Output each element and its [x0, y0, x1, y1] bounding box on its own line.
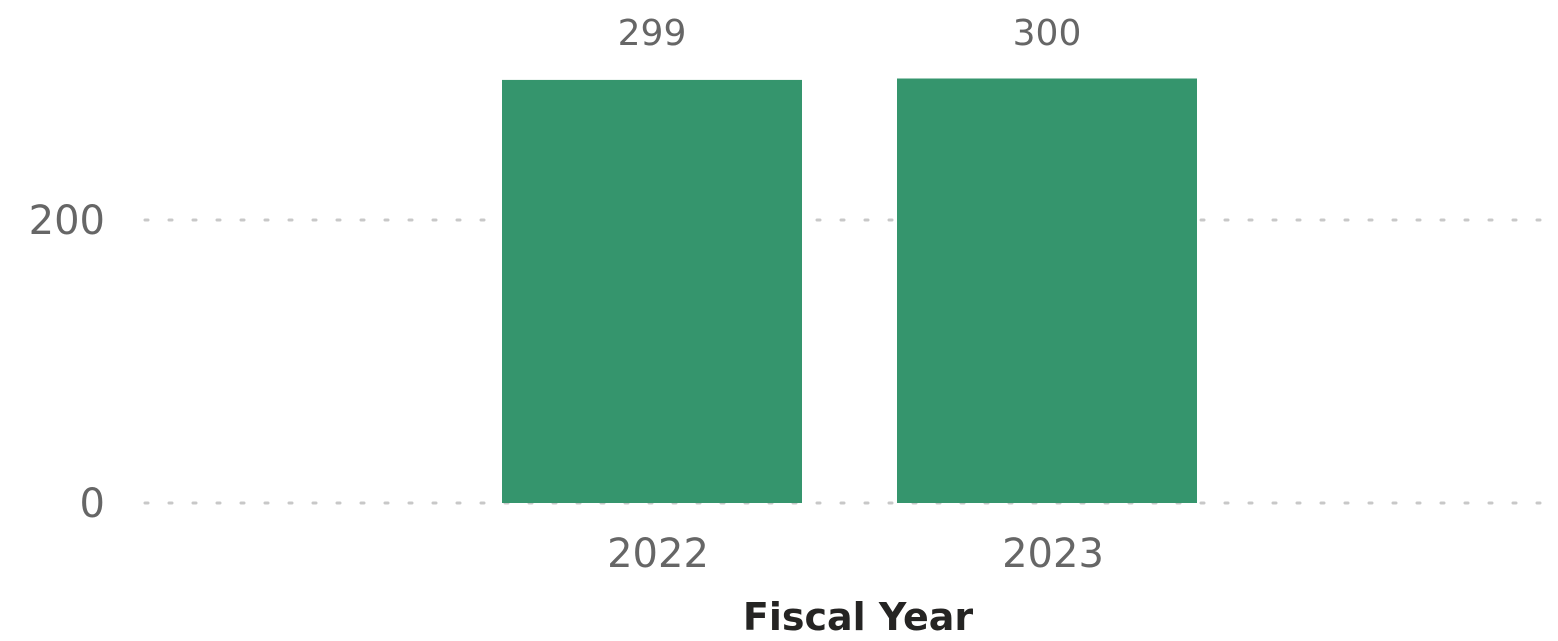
x-axis-title: Fiscal Year: [743, 595, 973, 639]
y-tick-label-200: 200: [29, 198, 105, 244]
y-tick-label-0: 0: [80, 481, 105, 527]
x-tick-label-2023: 2023: [1002, 531, 1104, 577]
x-tick-label-2022: 2022: [607, 531, 709, 577]
labels: 0 200 299 2022 300 2023: [29, 13, 1104, 577]
bar-2023: [897, 78, 1197, 503]
bars: [502, 78, 1197, 503]
bar-2022: [502, 79, 802, 503]
data-label-2022: 299: [618, 13, 687, 54]
data-label-2023: 300: [1013, 13, 1082, 54]
gridlines: [143, 218, 1547, 505]
